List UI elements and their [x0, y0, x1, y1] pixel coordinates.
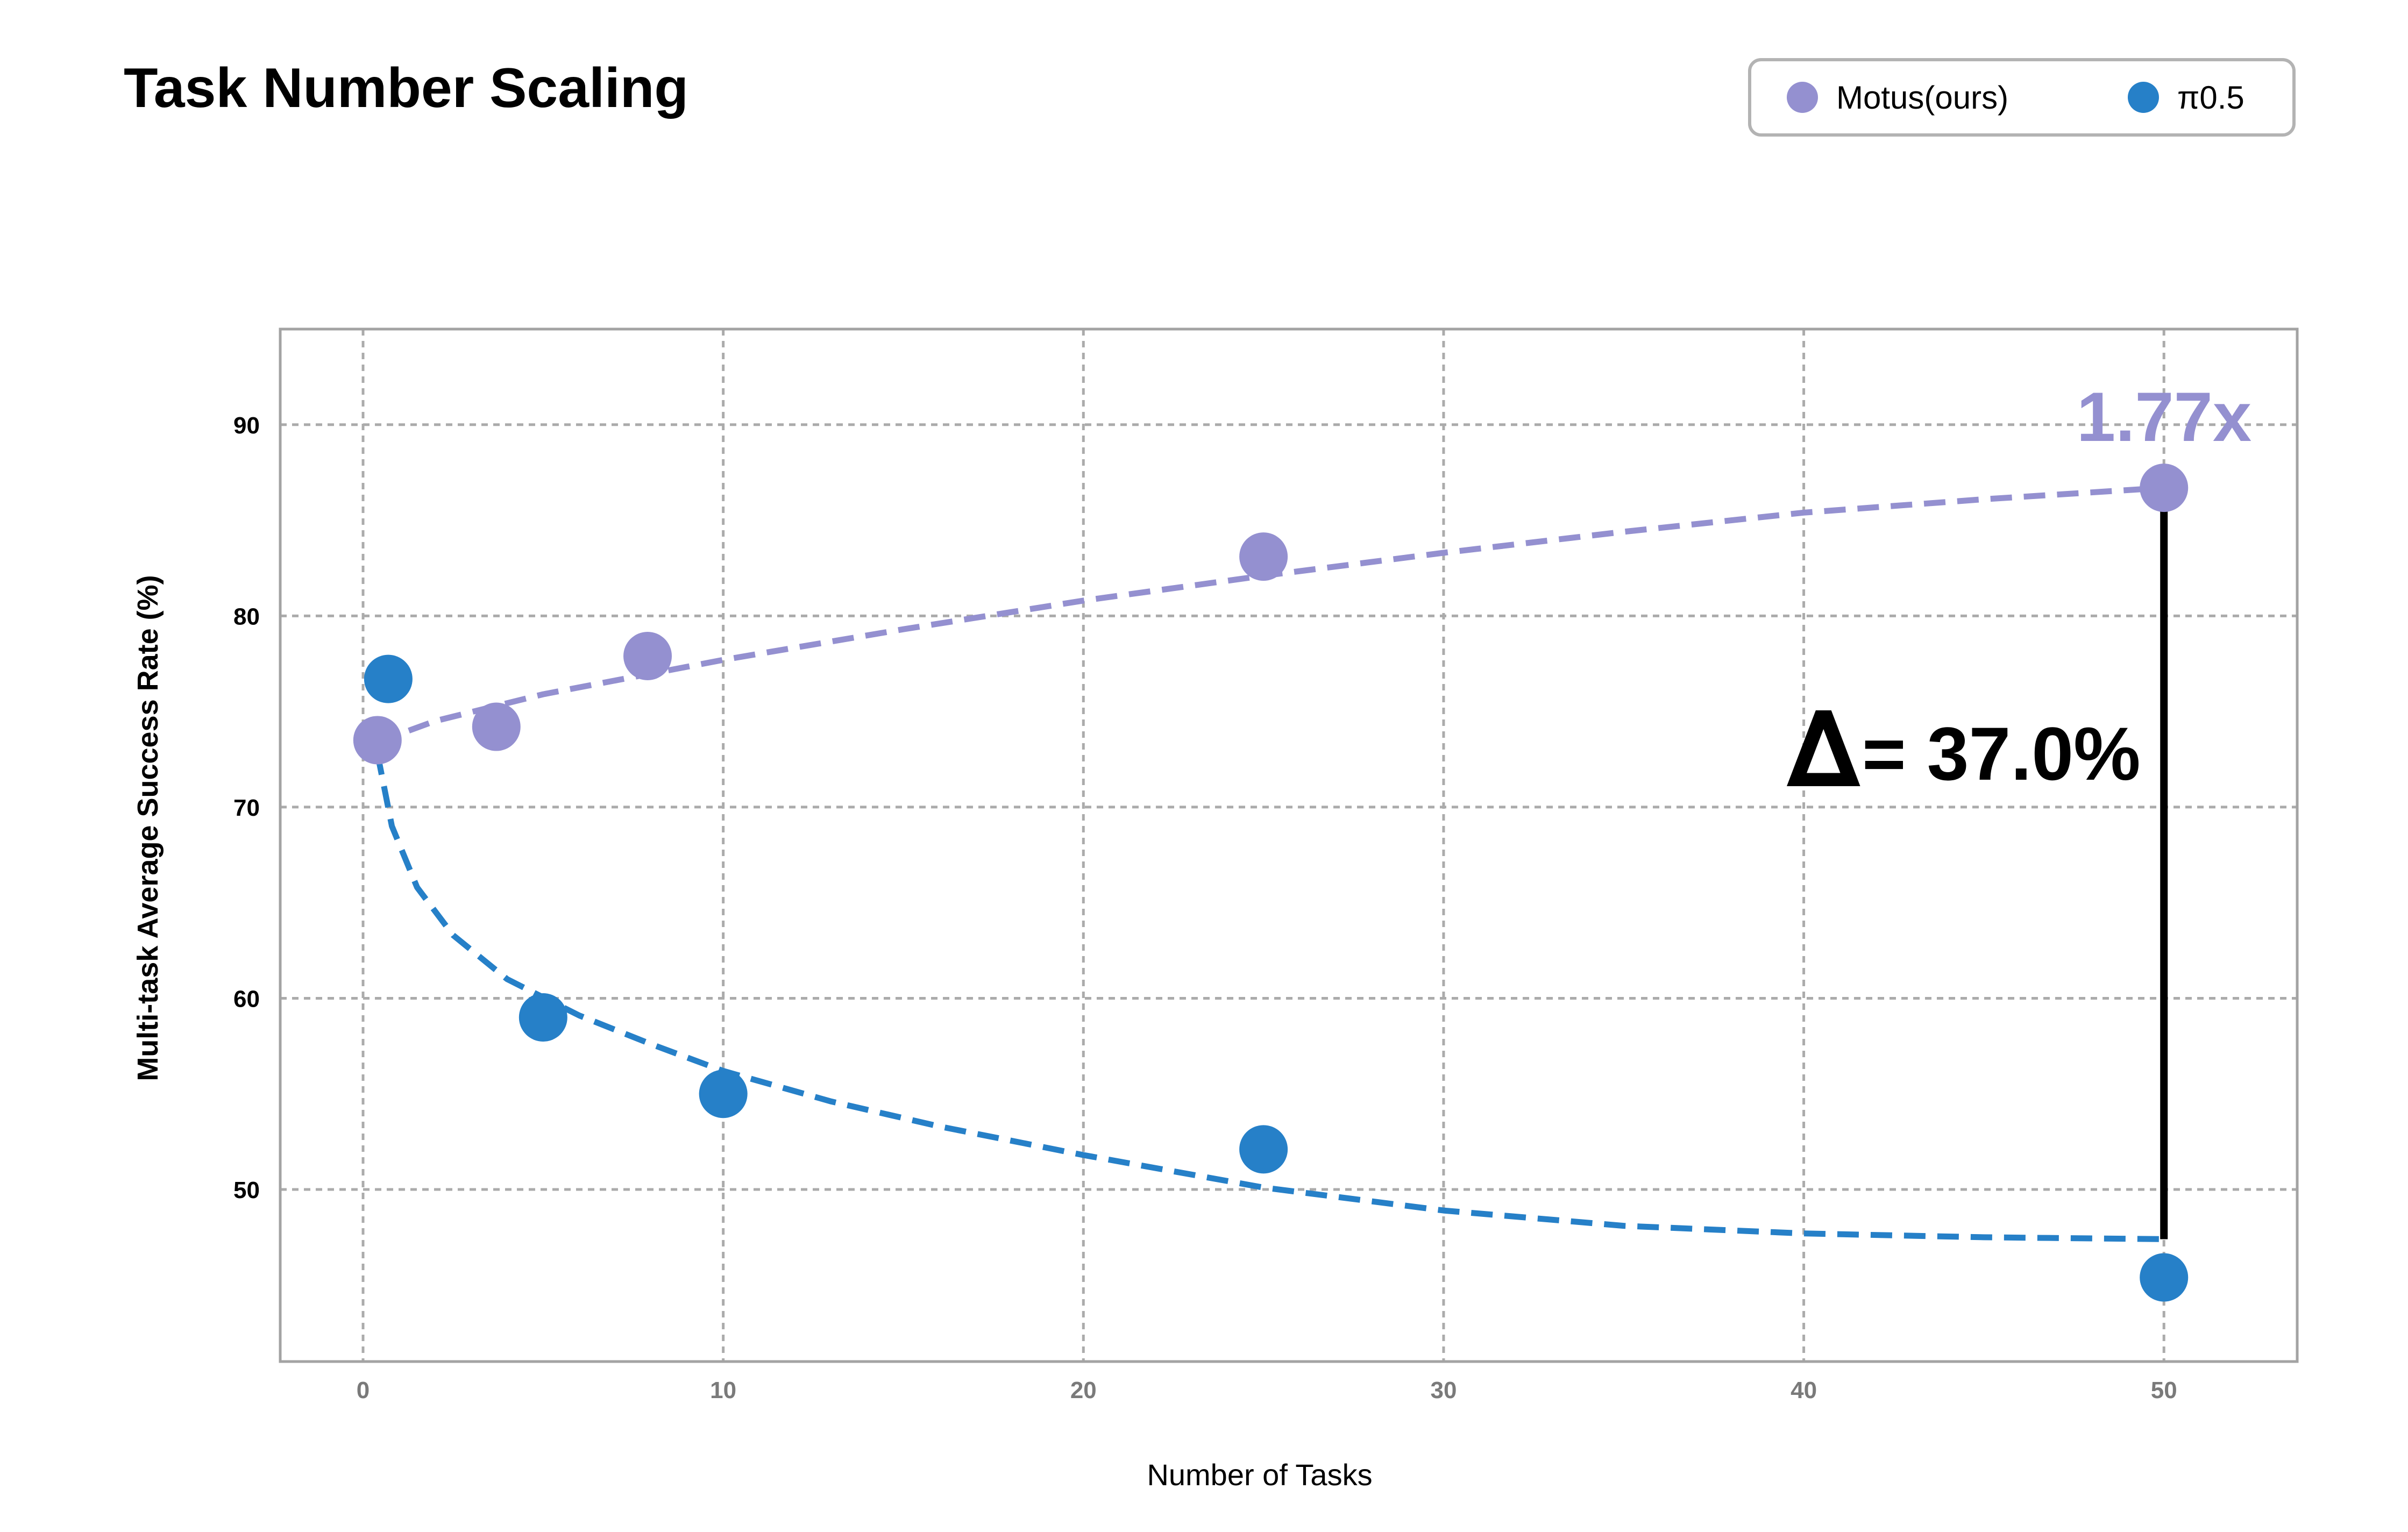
data-point: [1239, 1125, 1288, 1174]
grid-lines: [280, 329, 2297, 1362]
data-point: [472, 702, 521, 751]
y-tick-label: 60: [233, 986, 260, 1012]
trend-lines: [374, 484, 2164, 1242]
data-point: [353, 716, 402, 765]
x-tick-label: 50: [2151, 1377, 2177, 1403]
legend-label: Motus(ours): [1836, 79, 2009, 116]
y-axis-label: Multi-task Average Success Rate (%): [132, 575, 164, 1081]
y-tick-label: 90: [233, 412, 260, 439]
data-point: [364, 654, 413, 703]
y-tick-label: 70: [233, 795, 260, 821]
x-tick-label: 20: [1070, 1377, 1097, 1403]
axis-ticks: 0 10 20 30 40 50 50 60 70 80 90: [233, 412, 2177, 1403]
legend-label: π0.5: [2177, 79, 2244, 116]
trend-line: [374, 753, 2164, 1242]
annotations: 1.77x ∆ = 37.0%: [1787, 377, 2251, 1239]
legend-item-pi05: π0.5: [2128, 61, 2244, 133]
legend-item-motus: Motus(ours): [1787, 61, 2008, 133]
chart-title: Task Number Scaling: [124, 57, 688, 119]
x-axis-label: Number of Tasks: [1147, 1458, 1372, 1492]
legend: Motus(ours) π0.5: [1748, 58, 2296, 137]
x-tick-label: 0: [357, 1377, 370, 1403]
delta-icon: ∆: [1787, 689, 1860, 811]
trend-line: [376, 484, 2164, 745]
plot-frame: [279, 327, 2299, 1363]
data-point: [518, 993, 567, 1042]
legend-marker-icon: [2128, 82, 2159, 113]
x-tick-label: 30: [1430, 1377, 1457, 1403]
y-tick-label: 80: [233, 603, 260, 630]
legend-marker-icon: [1787, 82, 1818, 113]
data-point: [699, 1070, 748, 1118]
x-tick-label: 10: [710, 1377, 736, 1403]
data-point: [1239, 532, 1288, 581]
ratio-label: 1.77x: [2077, 377, 2251, 456]
data-points: [353, 464, 2189, 1302]
x-tick-label: 40: [1791, 1377, 1817, 1403]
delta-label: = 37.0%: [1862, 711, 2141, 796]
y-tick-label: 50: [233, 1177, 260, 1203]
data-point: [2140, 1253, 2189, 1302]
data-point: [623, 632, 672, 680]
data-point: [2140, 464, 2189, 512]
